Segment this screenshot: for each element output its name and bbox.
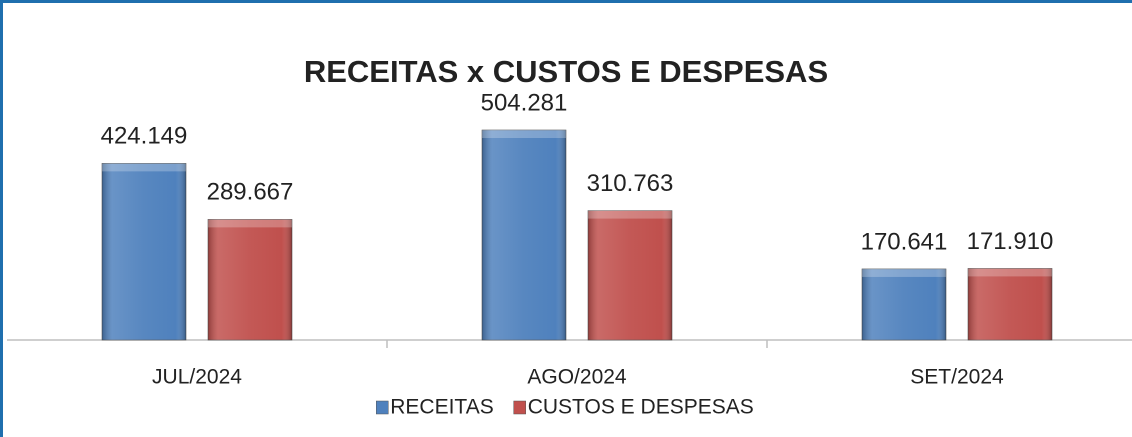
x-tick-label: JUL/2024 (152, 366, 242, 389)
chart-title: RECEITAS x CUSTOS E DESPESAS (304, 54, 828, 89)
bar-bevel-top (208, 219, 292, 228)
value-label: 170.641 (861, 228, 948, 255)
bar-bevel (968, 268, 1052, 340)
bar-bevel (588, 210, 672, 340)
legend-label: RECEITAS (390, 396, 493, 419)
bar-bevel-top (588, 210, 672, 219)
bar-bevel (102, 163, 186, 340)
bar-bevel (482, 130, 566, 340)
bar-bevel-top (482, 130, 566, 138)
legend-swatch (376, 400, 389, 415)
bar-bevel-top (102, 163, 186, 172)
bar-bevel-top (862, 268, 946, 277)
value-label: 504.281 (481, 89, 568, 116)
value-label: 171.910 (967, 228, 1054, 255)
x-tick-label: AGO/2024 (527, 366, 627, 389)
x-tick-label: SET/2024 (910, 366, 1004, 389)
value-label: 424.149 (101, 123, 188, 150)
legend-swatch (513, 400, 526, 415)
bar-bevel (208, 219, 292, 340)
value-label: 289.667 (207, 179, 294, 206)
bar-bevel-top (968, 268, 1052, 277)
bar-bevel (862, 268, 946, 340)
legend-label: CUSTOS E DESPESAS (528, 396, 754, 419)
value-label: 310.763 (587, 170, 674, 197)
